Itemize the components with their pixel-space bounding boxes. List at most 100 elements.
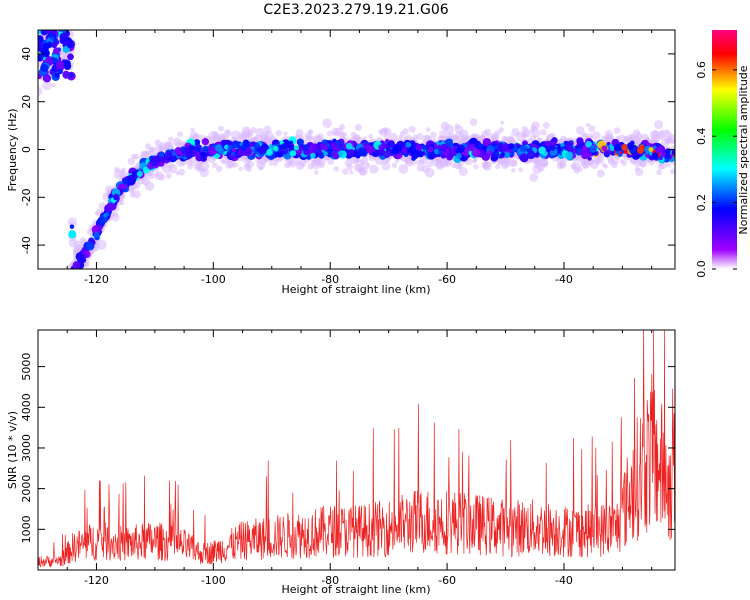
y-tick-label: 3000: [20, 434, 33, 462]
heat-cell: [452, 134, 460, 142]
heat-cell: [498, 154, 504, 159]
heat-cell: [331, 127, 340, 136]
heat-cell: [178, 168, 186, 176]
heat-cell: [658, 155, 664, 161]
heat-cell: [208, 146, 217, 156]
heat-cell: [621, 143, 628, 151]
heat-cell: [38, 35, 44, 43]
heat-cell: [307, 129, 312, 134]
heat-cell: [230, 151, 236, 157]
heat-cell: [601, 162, 607, 168]
heat-cell: [218, 125, 224, 132]
spectrogram-xlabel: Height of straight line (km): [281, 283, 430, 296]
heat-cell: [263, 130, 274, 141]
heat-cell: [371, 151, 377, 156]
heat-cell: [671, 149, 675, 156]
heat-cell: [529, 173, 539, 182]
heat-cell: [330, 142, 338, 150]
heat-cell: [349, 170, 354, 175]
spectrogram-panel: -120 -100 -80 -60 -40 -40 -20 0 20 40 Height of s…: [6, 29, 676, 296]
heat-cell: [73, 240, 83, 250]
heat-cell: [166, 141, 172, 148]
heat-cell: [240, 145, 246, 151]
heat-cell: [623, 149, 628, 154]
heat-cell: [62, 45, 70, 53]
heat-cell: [669, 168, 675, 174]
y-tick-label: 1000: [20, 515, 33, 543]
x-tick-label: -80: [321, 273, 339, 286]
heat-cell: [51, 82, 56, 88]
heat-cell: [131, 153, 137, 160]
heat-cell: [127, 174, 136, 183]
heat-cell: [585, 122, 591, 128]
heat-cell: [296, 138, 304, 146]
heat-cell: [149, 146, 156, 153]
heat-cell: [385, 158, 390, 163]
heat-cell: [587, 156, 592, 161]
heat-cell: [77, 253, 85, 261]
heat-cell: [531, 128, 541, 138]
heat-cell: [295, 129, 304, 138]
heat-cell: [158, 151, 165, 158]
heat-cell: [519, 153, 529, 163]
heat-cell: [40, 63, 49, 73]
heat-cell: [165, 173, 172, 179]
heat-cell: [433, 148, 440, 155]
heat-cell: [471, 148, 481, 158]
spectrogram-ticks: -120 -100 -80 -60 -40 -40 -20 0 20 40: [20, 30, 675, 286]
heat-cell: [615, 135, 621, 140]
heat-cell: [318, 152, 325, 159]
heat-cell: [427, 146, 434, 153]
heat-cell: [76, 274, 84, 282]
heat-cell: [403, 152, 409, 158]
heat-cell: [424, 167, 435, 178]
heat-cell: [320, 143, 328, 151]
x-tick-label: -40: [555, 273, 573, 286]
heat-cell: [247, 167, 252, 172]
heat-cell: [445, 138, 453, 147]
y-tick-label: 40: [20, 47, 33, 61]
x-tick-label: -60: [438, 574, 456, 587]
heat-cell: [440, 143, 448, 152]
heat-cell: [255, 127, 265, 137]
heat-cell: [654, 120, 664, 130]
heat-cell: [331, 151, 339, 158]
heat-cell: [175, 171, 180, 176]
heat-cell: [613, 143, 622, 152]
heat-cell: [345, 142, 353, 150]
heat-cell: [105, 211, 110, 217]
heat-cell: [307, 163, 314, 170]
heat-cell: [362, 136, 368, 141]
heat-cell: [98, 202, 107, 210]
heat-cell: [338, 131, 345, 138]
heat-cell: [317, 157, 326, 166]
colorbar-gradient: [712, 30, 737, 269]
heat-cell: [188, 144, 195, 151]
y-tick-label: -40: [20, 236, 33, 254]
heat-cell: [350, 131, 357, 138]
heat-cell: [473, 164, 479, 170]
heat-cell: [225, 130, 230, 135]
heat-cell: [665, 161, 671, 168]
heat-cell: [174, 147, 183, 155]
heat-cell: [238, 166, 243, 171]
heat-cell: [665, 153, 671, 160]
heat-cell: [73, 271, 77, 275]
x-tick-label: -40: [555, 574, 573, 587]
heat-cell: [588, 125, 596, 133]
heat-cell: [542, 122, 550, 130]
heat-cell: [410, 149, 420, 159]
heat-cell: [365, 164, 370, 169]
heat-cell: [432, 137, 437, 143]
heat-cell: [398, 164, 409, 174]
heat-cell: [347, 149, 355, 156]
heat-cell: [350, 156, 359, 165]
heat-cell: [284, 161, 291, 169]
heat-cell: [269, 161, 274, 166]
heat-cell: [454, 147, 462, 154]
heat-cell: [40, 30, 49, 36]
heat-cell: [310, 152, 316, 159]
heat-cell: [180, 160, 186, 166]
heat-cell: [542, 162, 548, 168]
heat-cell: [383, 150, 391, 158]
